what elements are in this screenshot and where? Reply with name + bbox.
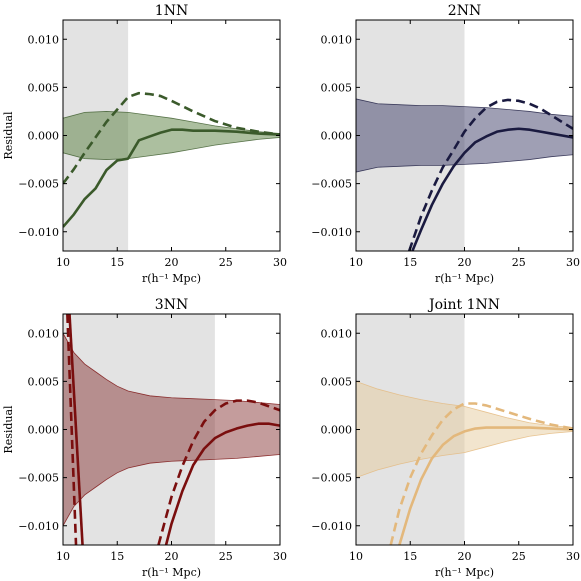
plot-area [356, 314, 573, 545]
y-tick-label: −0.005 [18, 178, 59, 191]
y-tick-label: 0.000 [28, 424, 60, 437]
chart-panel-2: 10 15 20 25 30 −0.010 −0.005 0.000 0.005 0.010 2NN… [311, 3, 580, 285]
x-tick-label: 25 [512, 256, 526, 269]
y-axis-label: Residual [2, 111, 15, 160]
x-tick-label: 30 [566, 550, 580, 563]
uncertainty-band [356, 98, 573, 173]
solid-line-1 [63, 128, 280, 228]
y-tick-label: 0.005 [28, 81, 60, 94]
chart-panel-3: 10 15 20 25 30 −0.010 −0.005 0.000 0.005 0.010 3NN… [2, 297, 287, 579]
chart-panel-4: 10 15 20 25 30 −0.010 −0.005 0.000 0.005 0.010 Joi… [311, 297, 580, 579]
dashed-line-4 [157, 399, 280, 545]
y-tick-label: −0.010 [311, 520, 352, 533]
x-tick-label: 20 [165, 256, 179, 269]
solid-line-2 [164, 422, 280, 545]
y-axis-label: Residual [2, 405, 15, 454]
y-tick-label: 0.010 [28, 327, 60, 340]
chart-title: 1NN [155, 3, 188, 19]
y-tick-label: 0.010 [28, 33, 60, 46]
y-tick-label: 0.010 [321, 33, 353, 46]
x-tick-label: 10 [349, 256, 363, 269]
y-tick-label: 0.000 [321, 130, 353, 143]
y-tick-label: −0.010 [311, 226, 352, 239]
uncertainty-band [356, 380, 573, 479]
dashed-line-3 [66, 314, 78, 545]
uncertainty-band [63, 332, 280, 527]
x-tick-label: 15 [403, 550, 417, 563]
dashed-line-2 [63, 91, 280, 185]
chart-title: Joint 1NN [427, 297, 500, 313]
y-tick-label: −0.005 [311, 472, 352, 485]
x-tick-label: 10 [56, 550, 70, 563]
x-axis-label: r(h⁻¹ Mpc) [142, 272, 201, 285]
x-tick-label: 25 [512, 550, 526, 563]
x-tick-label: 20 [165, 550, 179, 563]
dashed-line-2 [407, 98, 573, 251]
y-tick-label: −0.005 [311, 178, 352, 191]
y-tick-label: −0.005 [18, 472, 59, 485]
y-tick-label: 0.005 [28, 375, 60, 388]
solid-line-1 [411, 127, 573, 251]
y-tick-label: 0.005 [321, 375, 353, 388]
solid-line-1 [398, 426, 573, 545]
plot-area [63, 314, 280, 545]
plot-area [356, 20, 573, 251]
chart-title: 3NN [155, 297, 188, 313]
plot-area [63, 20, 280, 251]
x-tick-label: 10 [349, 550, 363, 563]
x-tick-label: 30 [273, 256, 287, 269]
x-tick-label: 10 [56, 256, 70, 269]
y-tick-label: 0.005 [321, 81, 353, 94]
chart-title: 2NN [448, 3, 481, 19]
x-axis-label: r(h⁻¹ Mpc) [142, 566, 201, 579]
x-tick-label: 15 [110, 256, 124, 269]
y-tick-label: 0.000 [321, 424, 353, 437]
x-tick-label: 25 [219, 550, 233, 563]
chart-panel-1: 10 15 20 25 30 −0.010 −0.005 0.000 0.005 0.010 1NN… [2, 3, 287, 285]
x-tick-label: 15 [403, 256, 417, 269]
y-tick-label: 0.010 [321, 327, 353, 340]
dashed-line-2 [389, 402, 573, 545]
x-axis-label: r(h⁻¹ Mpc) [435, 566, 494, 579]
x-tick-label: 25 [219, 256, 233, 269]
solid-line-1 [68, 314, 84, 545]
y-tick-label: 0.000 [28, 130, 60, 143]
x-tick-label: 30 [273, 550, 287, 563]
x-tick-label: 30 [566, 256, 580, 269]
x-tick-label: 20 [458, 256, 472, 269]
x-axis-label: r(h⁻¹ Mpc) [435, 272, 494, 285]
y-tick-label: −0.010 [18, 226, 59, 239]
x-tick-label: 20 [458, 550, 472, 563]
x-tick-label: 15 [110, 550, 124, 563]
y-tick-label: −0.010 [18, 520, 59, 533]
